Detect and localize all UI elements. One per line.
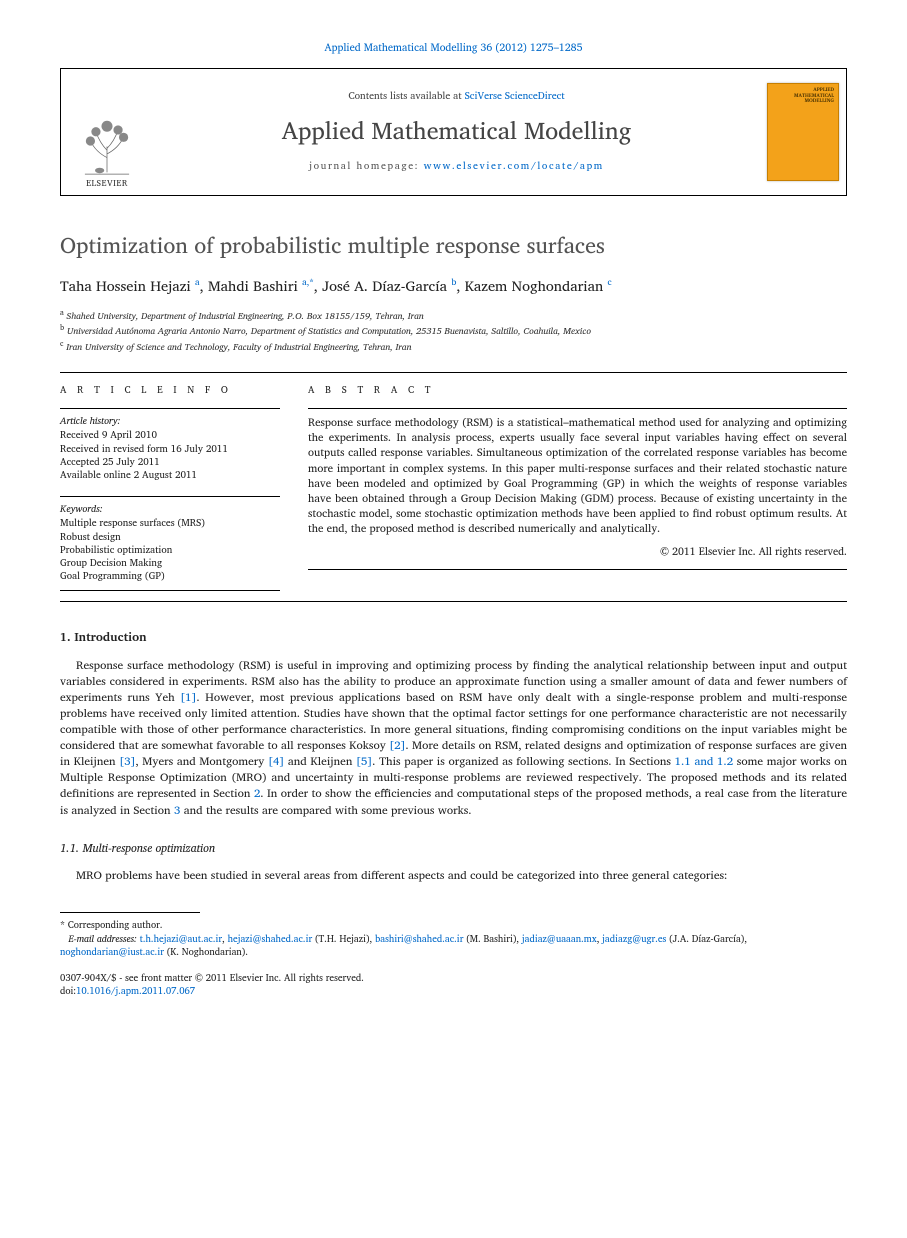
journal-banner: ELSEVIER Contents lists available at Sci… [60, 68, 847, 196]
affiliation-b: b Universidad Autónoma Agraria Antonio N… [60, 323, 847, 338]
journal-reference: Applied Mathematical Modelling 36 (2012)… [60, 40, 847, 54]
contents-prefix: Contents lists available at [348, 88, 464, 104]
email-link[interactable]: bashiri@shahed.ac.ir [375, 932, 463, 947]
author-2-name: Mahdi Bashiri [208, 275, 298, 298]
publisher-name: ELSEVIER [86, 178, 128, 189]
intro-paragraph: Response surface methodology (RSM) is us… [60, 658, 847, 819]
abstract-copyright: © 2011 Elsevier Inc. All rights reserved… [308, 544, 847, 558]
cover-thumbnail-block: APPLIED MATHEMATICAL MODELLING [760, 69, 846, 195]
doi-link[interactable]: 10.1016/j.apm.2011.07.067 [76, 984, 195, 999]
author-4-name: Kazem Noghondarian [465, 275, 604, 298]
author-3-name: José A. Díaz-García [322, 275, 447, 298]
journal-homepage-line: journal homepage: www.elsevier.com/locat… [309, 160, 604, 174]
author-1-name: Taha Hossein Hejazi [60, 275, 191, 298]
email-link[interactable]: jadiazg@ugr.es [602, 932, 666, 947]
sciencedirect-link[interactable]: SciVerse ScienceDirect [465, 88, 565, 104]
banner-center: Contents lists available at SciVerse Sci… [153, 69, 760, 195]
homepage-prefix: journal homepage: [309, 158, 424, 174]
divider [60, 601, 847, 602]
author-sep: , [314, 275, 322, 298]
article-info-column: A R T I C L E I N F O Article history: R… [60, 385, 280, 590]
email-link[interactable]: jadiaz@uaaan.mx [522, 932, 597, 947]
author-4[interactable]: Kazem Noghondarian c [465, 275, 612, 298]
abstract-heading: A B S T R A C T [308, 385, 847, 398]
abstract-column: A B S T R A C T Response surface methodo… [308, 385, 847, 590]
doi-line: doi:10.1016/j.apm.2011.07.067 [60, 986, 847, 999]
info-abstract-row: A R T I C L E I N F O Article history: R… [60, 385, 847, 590]
author-sep: , [456, 275, 464, 298]
article-title: Optimization of probabilistic multiple r… [60, 232, 847, 260]
author-2-affil-sup: a,* [302, 274, 314, 289]
divider [60, 372, 847, 373]
article-history-block: Article history: Received 9 April 2010 R… [60, 408, 280, 482]
cover-title: APPLIED MATHEMATICAL MODELLING [772, 88, 834, 105]
author-3[interactable]: José A. Díaz-García b [322, 275, 456, 298]
email-footnote: E-mail addresses: t.h.hejazi@aut.ac.ir, … [60, 933, 847, 960]
author-4-affil-sup: c [608, 274, 612, 289]
publisher-logo-block: ELSEVIER [61, 69, 153, 195]
footnote-divider [60, 912, 200, 913]
section-1-heading: 1. Introduction [60, 630, 847, 646]
author-1[interactable]: Taha Hossein Hejazi a [60, 275, 200, 298]
elsevier-tree-icon [78, 106, 136, 176]
affiliation-c: c Iran University of Science and Technol… [60, 339, 847, 354]
section-1-1-paragraph: MRO problems have been studied in severa… [60, 868, 847, 884]
affiliation-a: a Shahed University, Department of Indus… [60, 308, 847, 323]
affiliations: a Shahed University, Department of Indus… [60, 308, 847, 354]
article-info-heading: A R T I C L E I N F O [60, 385, 280, 398]
keyword: Goal Programming (GP) [60, 570, 280, 583]
journal-name: Applied Mathematical Modelling [282, 114, 631, 146]
corresponding-author-footnote: * Corresponding author. [60, 918, 847, 932]
author-sep: , [200, 275, 208, 298]
online-date: Available online 2 August 2011 [60, 469, 280, 482]
bottom-block: 0307-904X/$ - see front matter © 2011 El… [60, 973, 847, 999]
email-link[interactable]: noghondarian@iust.ac.ir [60, 945, 164, 960]
author-2[interactable]: Mahdi Bashiri a,* [208, 275, 314, 298]
homepage-link[interactable]: www.elsevier.com/locate/apm [424, 158, 604, 174]
journal-cover-icon: APPLIED MATHEMATICAL MODELLING [767, 83, 839, 181]
keywords-block: Keywords: Multiple response surfaces (MR… [60, 496, 280, 590]
section-1-1-heading: 1.1. Multi-response optimization [60, 841, 847, 857]
abstract-body: Response surface methodology (RSM) is a … [308, 415, 847, 536]
contents-available-line: Contents lists available at SciVerse Sci… [348, 90, 564, 104]
author-list: Taha Hossein Hejazi a, Mahdi Bashiri a,*… [60, 276, 847, 296]
